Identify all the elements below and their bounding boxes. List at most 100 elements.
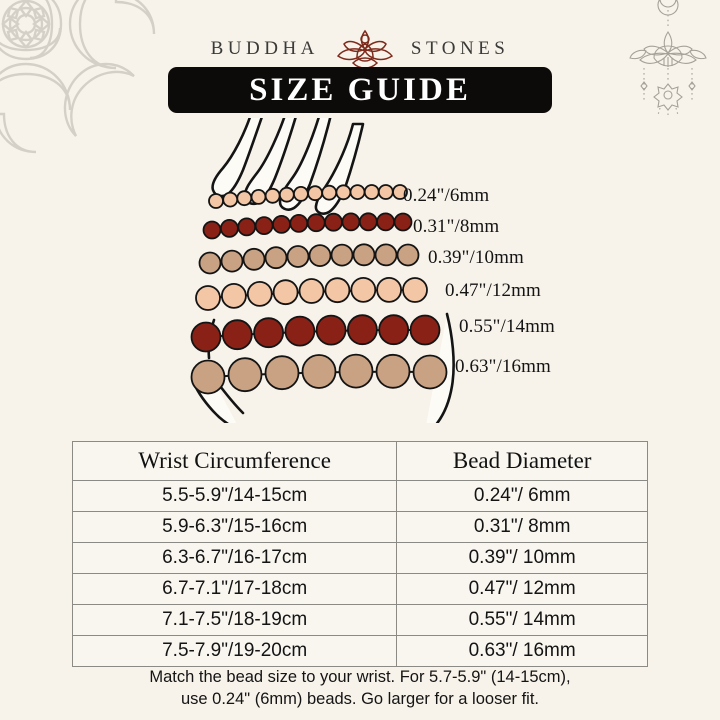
bead	[198, 251, 222, 275]
cell-wrist-circumference: 7.5-7.9"/19-20cm	[71, 635, 398, 667]
bead	[195, 285, 221, 311]
bead	[236, 190, 253, 207]
bead	[289, 214, 309, 233]
bead	[376, 276, 403, 303]
table-row: 5.9-6.3"/15-16cm 0.31"/ 8mm	[71, 511, 648, 543]
bead	[378, 314, 410, 346]
bead	[190, 321, 222, 353]
bead	[301, 354, 337, 389]
brand-header: BUDDHA STONES	[0, 26, 720, 72]
bead-label-12mm: 0.47"/12mm	[445, 280, 541, 301]
bead	[220, 282, 247, 309]
bead-label-16mm: 0.63"/16mm	[455, 356, 551, 377]
bead	[264, 187, 281, 204]
bead	[219, 219, 239, 238]
bead	[253, 317, 285, 349]
bracelet-row-0246mm	[208, 184, 408, 209]
table-header-row: Wrist Circumference Bead Diameter	[71, 441, 648, 481]
title-banner: SIZE GUIDE	[168, 67, 552, 113]
bead-label-10mm: 0.39"/10mm	[428, 247, 524, 268]
bead	[202, 220, 222, 240]
bead	[335, 184, 352, 201]
bead	[221, 319, 253, 351]
cell-wrist-circumference: 6.7-7.1"/17-18cm	[71, 573, 398, 605]
bead	[350, 276, 377, 303]
cell-bead-diameter: 0.63"/ 16mm	[396, 635, 648, 667]
bead	[396, 243, 420, 267]
brand-word-left: BUDDHA	[210, 38, 319, 59]
bead	[227, 357, 263, 393]
bead	[264, 246, 288, 270]
bead	[315, 314, 347, 346]
bead	[324, 212, 343, 232]
size-table-wrapper: Wrist Circumference Bead Diameter 5.5-5.…	[71, 441, 648, 667]
cell-wrist-circumference: 7.1-7.5"/18-19cm	[71, 604, 398, 636]
page-title: SIZE GUIDE	[249, 71, 471, 108]
bracelet-rows	[190, 184, 448, 395]
bead	[349, 184, 366, 200]
cell-wrist-circumference: 5.9-6.3"/15-16cm	[71, 511, 398, 543]
bead-label-14mm: 0.55"/14mm	[459, 316, 555, 337]
bracelet-row-0318mm	[202, 212, 413, 240]
cell-wrist-circumference: 6.3-6.7"/16-17cm	[71, 542, 398, 574]
bead	[298, 278, 325, 304]
cell-bead-diameter: 0.24"/ 6mm	[396, 480, 648, 512]
column-header-bead: Bead Diameter	[396, 441, 648, 481]
bead	[308, 244, 332, 268]
table-row: 6.3-6.7"/16-17cm 0.39"/ 10mm	[71, 542, 648, 574]
bead	[375, 353, 411, 389]
bead	[306, 213, 326, 233]
bead	[374, 243, 398, 267]
table-row: 7.5-7.9"/19-20cm 0.63"/ 16mm	[71, 635, 648, 667]
bead	[321, 184, 338, 201]
bracelet-row-05514mm	[190, 314, 441, 353]
cell-wrist-circumference: 5.5-5.9"/14-15cm	[71, 480, 398, 512]
table-row: 7.1-7.5"/18-19cm 0.55"/ 14mm	[71, 604, 648, 636]
bead	[402, 277, 428, 303]
bead	[338, 353, 374, 389]
bead	[190, 359, 226, 395]
bead	[392, 184, 408, 200]
bead	[272, 279, 299, 306]
bead	[324, 277, 351, 304]
table-row: 5.5-5.9"/14-15cm 0.24"/ 6mm	[71, 480, 648, 512]
bead	[246, 280, 273, 307]
bead	[237, 217, 257, 237]
bead	[286, 245, 310, 268]
bead	[222, 191, 239, 208]
table-row: 6.7-7.1"/17-18cm 0.47"/ 12mm	[71, 573, 648, 605]
cell-bead-diameter: 0.31"/ 8mm	[396, 511, 648, 543]
bead-label-8mm: 0.31"/8mm	[413, 216, 500, 237]
footer-line-1: Match the bead size to your wrist. For 5…	[149, 668, 571, 686]
bead	[330, 243, 354, 267]
bead	[352, 243, 376, 267]
bracelet-row-03910mm	[198, 243, 420, 275]
cell-bead-diameter: 0.39"/ 10mm	[396, 542, 648, 574]
bead	[264, 355, 300, 391]
bead	[412, 354, 448, 390]
cell-bead-diameter: 0.47"/ 12mm	[396, 573, 648, 605]
bracelet-row-04712mm	[195, 276, 428, 311]
bead	[284, 315, 316, 347]
bracelet-row-06316mm	[190, 353, 448, 395]
bracelet-illustration: 0.24"/6mm 0.31"/8mm 0.39"/10mm 0.47"/12m…	[0, 118, 720, 423]
bead-label-6mm: 0.24"/6mm	[403, 185, 490, 206]
bead	[363, 184, 380, 200]
bead	[409, 314, 441, 346]
bead	[272, 215, 291, 234]
bead	[292, 186, 309, 202]
bead	[254, 216, 274, 235]
bead	[341, 212, 361, 232]
bead	[278, 186, 295, 203]
bead	[377, 184, 394, 200]
footer-line-2: use 0.24" (6mm) beads. Go larger for a l…	[180, 689, 539, 708]
column-header-wrist: Wrist Circumference	[71, 441, 398, 481]
size-table: Wrist Circumference Bead Diameter 5.5-5.…	[71, 441, 648, 667]
bead	[208, 193, 224, 209]
footer-note: Match the bead size to your wrist. For 5…	[60, 667, 660, 711]
bead	[376, 212, 396, 232]
bead	[358, 212, 378, 232]
bead	[393, 212, 413, 232]
bead	[307, 185, 324, 202]
